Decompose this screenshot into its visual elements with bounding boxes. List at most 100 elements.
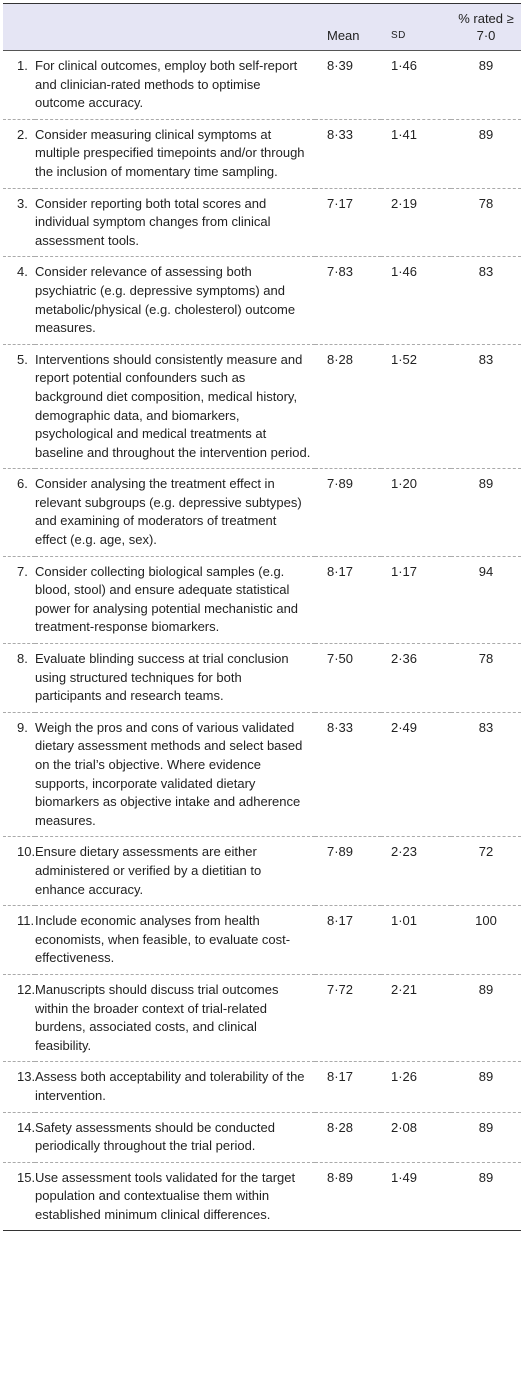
table-row: 7. Consider collecting biological samples… <box>3 556 521 644</box>
pct-cell: 89 <box>478 1119 494 1135</box>
item-number: 14. <box>17 1119 36 1135</box>
mean-cell: 8·28 <box>327 1119 354 1135</box>
table-row: 14. Safety assessments should be conducte… <box>3 1112 521 1163</box>
mean-cell: 8·17 <box>327 1069 354 1085</box>
item-text: Consider measuring clinical symptoms at … <box>35 126 305 179</box>
mean-cell: 8·28 <box>327 351 354 367</box>
item-number: 13. <box>17 1069 36 1085</box>
sd-cell: 1·01 <box>391 913 418 929</box>
pct-cell: 100 <box>475 913 497 929</box>
pct-cell: 89 <box>478 981 494 997</box>
table-row: 1. For clinical outcomes, employ both sel… <box>3 51 521 120</box>
mean-cell: 7·83 <box>327 264 354 280</box>
pct-cell: 83 <box>478 264 494 280</box>
sd-cell: 2·23 <box>391 844 418 860</box>
item-text: For clinical outcomes, employ both self-… <box>35 58 298 111</box>
item-text: Consider reporting both total scores and… <box>35 195 271 248</box>
mean-cell: 7·72 <box>327 981 354 997</box>
item-number: 5. <box>17 351 28 367</box>
item-text: Weigh the pros and cons of various valid… <box>35 719 303 828</box>
sd-cell: 2·49 <box>391 719 418 735</box>
item-text: Use assessment tools validated for the t… <box>35 1169 296 1222</box>
pct-cell: 89 <box>478 476 494 492</box>
item-text: Evaluate blinding success at trial concl… <box>35 651 289 704</box>
table-row: 9. Weigh the pros and cons of various val… <box>3 712 521 837</box>
table-row: 5. Interventions should consistently meas… <box>3 344 521 469</box>
table-row: 2. Consider measuring clinical symptoms a… <box>3 119 521 189</box>
item-number: 4. <box>17 264 28 280</box>
table-row: 3. Consider reporting both total scores a… <box>3 188 521 257</box>
sd-cell: 2·08 <box>391 1119 418 1135</box>
item-text: Include economic analyses from health ec… <box>35 913 291 966</box>
pct-cell: 89 <box>478 58 494 73</box>
table-row: 15. Use assessment tools validated for th… <box>3 1162 521 1231</box>
pct-cell: 78 <box>478 195 494 211</box>
mean-cell: 7·89 <box>327 476 354 492</box>
table-row: 8. Evaluate blinding success at trial con… <box>3 644 521 713</box>
table-row: 10. Ensure dietary assessments are either… <box>3 837 521 906</box>
sd-cell: 1·49 <box>391 1169 418 1185</box>
item-number: 10. <box>17 844 36 860</box>
header-pct-text: % rated ≥ 7·0 <box>458 11 514 43</box>
header-cell <box>35 4 315 51</box>
table: Mean SD % rated ≥ 7·0 1. For clinical out… <box>3 3 521 1231</box>
table-header: Mean SD % rated ≥ 7·0 <box>3 3 521 51</box>
item-text: Ensure dietary assessments are either ad… <box>35 844 262 897</box>
item-number: 8. <box>17 651 28 667</box>
sd-cell: 2·21 <box>391 981 418 997</box>
table-row: 6. Consider analysing the treatment effec… <box>3 469 521 557</box>
sd-cell: 1·26 <box>391 1069 418 1085</box>
item-text: Assess both acceptability and tolerabili… <box>35 1069 305 1103</box>
pct-cell: 89 <box>478 1069 494 1085</box>
sd-cell: 1·52 <box>391 351 418 367</box>
item-number: 7. <box>17 563 28 579</box>
pct-cell: 78 <box>478 651 494 667</box>
mean-cell: 8·17 <box>327 913 354 929</box>
item-number: 15. <box>17 1169 36 1185</box>
mean-cell: 7·50 <box>327 651 354 667</box>
item-text: Consider relevance of assessing both psy… <box>35 264 296 336</box>
sd-cell: 1·41 <box>391 126 418 142</box>
mean-cell: 8·39 <box>327 58 354 73</box>
item-number: 2. <box>17 126 28 142</box>
header-pct: % rated ≥ 7·0 <box>451 4 521 51</box>
table-row: 12. Manuscripts should discuss trial outc… <box>3 974 521 1062</box>
item-number: 11. <box>17 913 35 929</box>
item-number: 9. <box>17 719 28 735</box>
item-text: Consider collecting biological samples (… <box>35 563 299 635</box>
mean-cell: 8·33 <box>327 719 354 735</box>
item-number: 3. <box>17 195 28 211</box>
sd-cell: 1·46 <box>391 264 418 280</box>
sd-cell: 1·17 <box>391 563 418 579</box>
pct-cell: 83 <box>478 351 494 367</box>
table-row: 4. Consider relevance of assessing both p… <box>3 257 521 345</box>
mean-cell: 8·17 <box>327 563 354 579</box>
pct-cell: 94 <box>478 563 494 579</box>
mean-cell: 8·89 <box>327 1169 354 1185</box>
mean-cell: 7·17 <box>327 195 354 211</box>
item-text: Safety assessments should be conducted p… <box>35 1119 275 1154</box>
item-number: 12. <box>17 981 36 997</box>
header-sd: SD <box>381 4 451 51</box>
item-text: Consider analysing the treatment effect … <box>35 476 302 548</box>
header-mean: Mean <box>327 28 360 43</box>
sd-cell: 1·20 <box>391 476 418 492</box>
table-row: 13. Assess both acceptability and tolerab… <box>3 1062 521 1112</box>
pct-cell: 89 <box>478 1169 494 1185</box>
pct-cell: 89 <box>478 126 494 142</box>
item-number: 6. <box>17 476 28 492</box>
mean-cell: 8·33 <box>327 126 354 142</box>
item-number: 1. <box>17 58 28 73</box>
sd-cell: 1·46 <box>391 58 418 73</box>
mean-cell: 7·89 <box>327 844 354 860</box>
item-text: Manuscripts should discuss trial outcome… <box>35 981 279 1053</box>
table-row: 11. Include economic analyses from health… <box>3 906 521 975</box>
header-cell <box>3 4 35 51</box>
header-row: Mean SD % rated ≥ 7·0 <box>3 3 521 51</box>
pct-cell: 83 <box>478 719 494 735</box>
sd-cell: 2·36 <box>391 651 418 667</box>
item-text: Interventions should consistently measur… <box>35 351 311 460</box>
pct-cell: 72 <box>478 844 494 860</box>
table-body: 1. For clinical outcomes, employ both sel… <box>3 51 521 1231</box>
